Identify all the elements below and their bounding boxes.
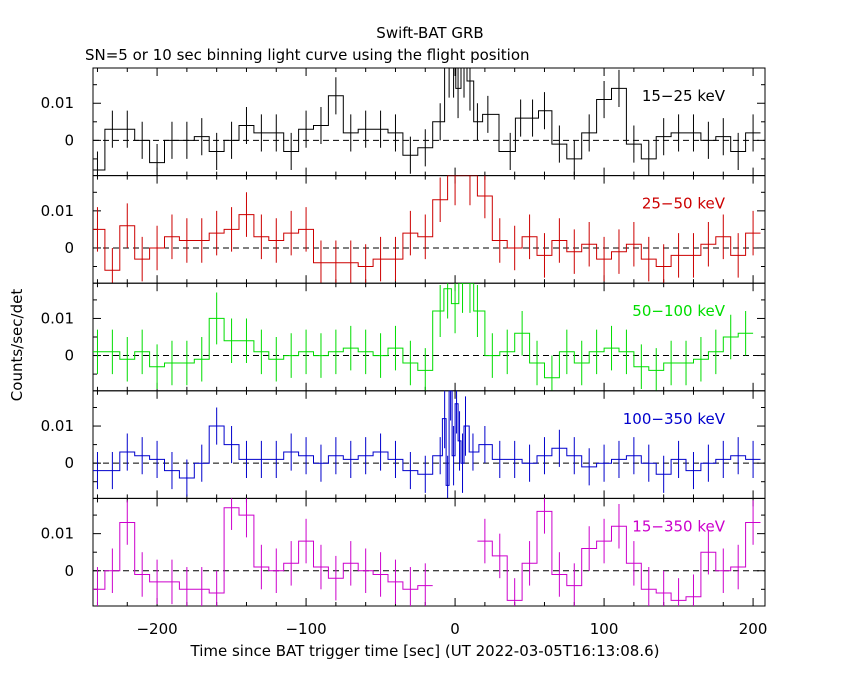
- x-tick-label: 100: [590, 620, 619, 638]
- panel-frame: [92, 175, 766, 284]
- x-axis-label: Time since BAT trigger time [sec] (UT 20…: [190, 642, 660, 660]
- y-tick-label: 0: [64, 239, 74, 257]
- series-step-line: [93, 175, 761, 271]
- y-tick-label: 0: [64, 131, 74, 149]
- panel-1: 0 0.01 15−25 keV: [41, 67, 766, 177]
- band-label: 50−100 keV: [632, 302, 725, 320]
- series-step-line: [93, 68, 761, 171]
- panel-data: [93, 175, 761, 284]
- panel-5: 0 0.01 15−350 keV: [41, 497, 766, 607]
- x-tick-label: −100: [285, 620, 326, 638]
- band-label: 25−50 keV: [642, 195, 726, 213]
- chart-title: Swift-BAT GRB: [376, 24, 483, 42]
- y-tick-label: 0: [64, 562, 74, 580]
- panel-2: 0 0.01 25−50 keV: [41, 175, 766, 284]
- chart-subtitle: SN=5 or 10 sec binning light curve using…: [85, 46, 530, 64]
- x-tick-label: 200: [739, 620, 768, 638]
- series-step-line: [93, 283, 754, 379]
- x-tick-label: 0: [450, 620, 460, 638]
- panel-frame: [92, 67, 766, 177]
- panels-group: 0 0.01 15−25 keV 0 0.01 25−50 keV 0 0.01 50−100 …: [41, 67, 766, 607]
- panel-3: 0 0.01 50−100 keV: [41, 282, 766, 392]
- band-label: 15−25 keV: [642, 87, 726, 105]
- y-tick-label: 0: [64, 454, 74, 472]
- y-tick-label: 0.01: [41, 202, 74, 220]
- panel-data: [93, 68, 761, 176]
- y-axis-label: Counts/sec/det: [8, 289, 26, 402]
- panel-4: 0 0.01 100−350 keV: [41, 390, 766, 499]
- panel-frame: [92, 282, 766, 392]
- y-tick-label: 0.01: [41, 525, 74, 543]
- band-label: 100−350 keV: [623, 410, 726, 428]
- y-tick-label: 0.01: [41, 309, 74, 327]
- x-tick-label: −200: [136, 620, 177, 638]
- band-label: 15−350 keV: [632, 517, 725, 535]
- y-tick-label: 0: [64, 347, 74, 365]
- panel-frame: [92, 497, 766, 607]
- panel-data: [93, 498, 761, 606]
- panel-data: [93, 283, 754, 391]
- y-tick-label: 0.01: [41, 417, 74, 435]
- x-tick-labels: −200 −100 0 100 200: [136, 620, 767, 638]
- panel-frame: [92, 390, 766, 499]
- y-tick-label: 0.01: [41, 94, 74, 112]
- panel-data: [93, 390, 761, 499]
